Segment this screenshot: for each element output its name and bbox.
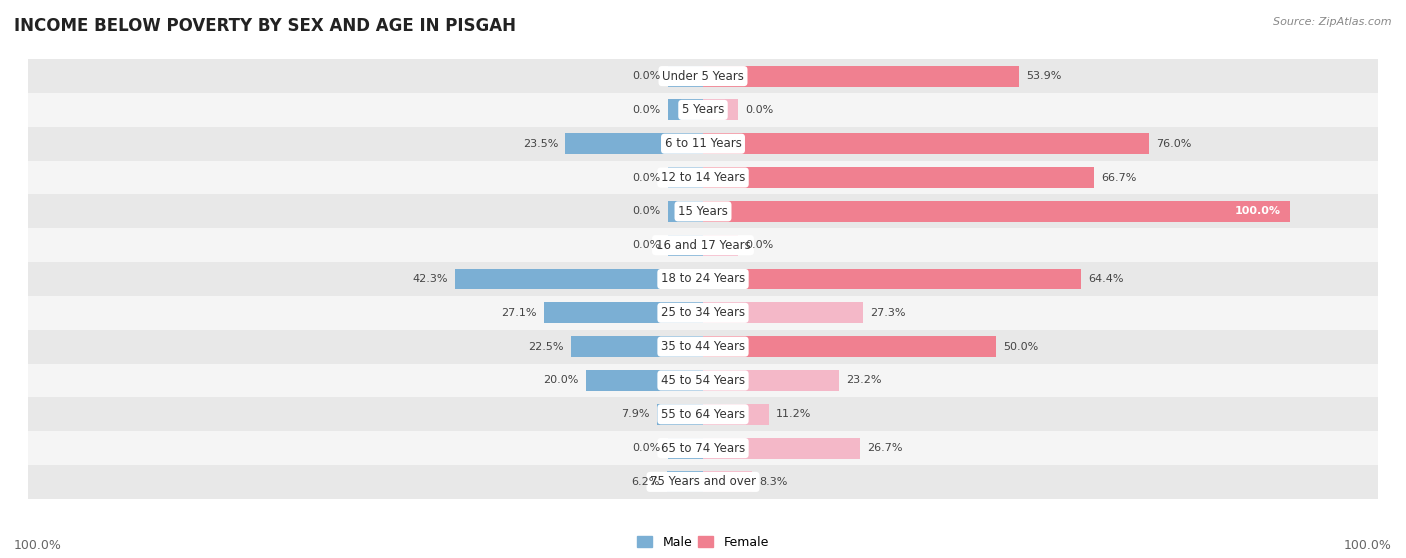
Text: Under 5 Years: Under 5 Years	[662, 70, 744, 83]
Legend: Male, Female: Male, Female	[633, 531, 773, 554]
Text: 15 Years: 15 Years	[678, 205, 728, 218]
Bar	[10, 59, 1396, 93]
Text: 23.5%: 23.5%	[523, 139, 558, 149]
Bar	[571, 336, 703, 357]
Text: 53.9%: 53.9%	[1026, 71, 1062, 81]
Bar	[703, 302, 863, 323]
Bar	[657, 404, 703, 425]
Text: 76.0%: 76.0%	[1156, 139, 1191, 149]
Text: 0.0%: 0.0%	[633, 443, 661, 453]
Bar	[586, 370, 703, 391]
Bar	[703, 404, 769, 425]
Bar	[668, 235, 703, 256]
Text: 0.0%: 0.0%	[633, 172, 661, 182]
Bar	[703, 437, 859, 459]
Text: 55 to 64 Years: 55 to 64 Years	[661, 408, 745, 421]
Text: 75 Years and over: 75 Years and over	[650, 475, 756, 488]
Text: 26.7%: 26.7%	[866, 443, 903, 453]
Text: 22.5%: 22.5%	[529, 341, 564, 352]
Text: 12 to 14 Years: 12 to 14 Years	[661, 171, 745, 184]
Text: 25 to 34 Years: 25 to 34 Years	[661, 306, 745, 319]
Bar	[10, 431, 1396, 465]
Text: INCOME BELOW POVERTY BY SEX AND AGE IN PISGAH: INCOME BELOW POVERTY BY SEX AND AGE IN P…	[14, 17, 516, 35]
Text: 50.0%: 50.0%	[1004, 341, 1039, 352]
Text: 0.0%: 0.0%	[745, 240, 773, 250]
Text: 27.1%: 27.1%	[502, 308, 537, 318]
Bar	[10, 465, 1396, 499]
Text: 20.0%: 20.0%	[543, 376, 579, 386]
Bar	[703, 167, 1094, 188]
Text: 0.0%: 0.0%	[633, 240, 661, 250]
Text: 0.0%: 0.0%	[633, 71, 661, 81]
Text: 11.2%: 11.2%	[776, 409, 811, 419]
Text: 64.4%: 64.4%	[1088, 274, 1123, 284]
Bar	[703, 133, 1149, 154]
Bar	[703, 370, 839, 391]
Text: 45 to 54 Years: 45 to 54 Years	[661, 374, 745, 387]
Bar	[666, 472, 703, 492]
Bar	[703, 99, 738, 121]
Text: 0.0%: 0.0%	[633, 105, 661, 115]
Bar	[544, 302, 703, 323]
Bar	[668, 99, 703, 121]
Bar	[10, 262, 1396, 296]
Text: 0.0%: 0.0%	[633, 206, 661, 217]
Bar	[565, 133, 703, 154]
Bar	[703, 235, 738, 256]
Text: 100.0%: 100.0%	[1344, 540, 1392, 552]
Text: 100.0%: 100.0%	[1234, 206, 1281, 217]
Bar	[10, 364, 1396, 397]
Text: 5 Years: 5 Years	[682, 103, 724, 117]
Bar	[668, 201, 703, 222]
Bar	[10, 161, 1396, 194]
Text: 7.9%: 7.9%	[621, 409, 650, 419]
Bar	[668, 167, 703, 188]
Text: 66.7%: 66.7%	[1101, 172, 1137, 182]
Text: 8.3%: 8.3%	[759, 477, 787, 487]
Bar	[10, 127, 1396, 161]
Bar	[703, 268, 1081, 290]
Bar	[10, 93, 1396, 127]
Text: 0.0%: 0.0%	[745, 105, 773, 115]
Bar	[10, 228, 1396, 262]
Bar	[668, 437, 703, 459]
Text: 6 to 11 Years: 6 to 11 Years	[665, 137, 741, 150]
Text: 42.3%: 42.3%	[412, 274, 447, 284]
Bar	[703, 66, 1019, 86]
Text: Source: ZipAtlas.com: Source: ZipAtlas.com	[1274, 17, 1392, 27]
Text: 18 to 24 Years: 18 to 24 Years	[661, 272, 745, 286]
Bar	[10, 330, 1396, 364]
Text: 6.2%: 6.2%	[631, 477, 659, 487]
Bar	[454, 268, 703, 290]
Bar	[668, 66, 703, 86]
Text: 35 to 44 Years: 35 to 44 Years	[661, 340, 745, 353]
Bar	[703, 472, 752, 492]
Bar	[703, 201, 1289, 222]
Text: 27.3%: 27.3%	[870, 308, 905, 318]
Bar	[10, 397, 1396, 431]
Bar	[703, 336, 997, 357]
Bar	[10, 296, 1396, 330]
Text: 100.0%: 100.0%	[14, 540, 62, 552]
Bar	[10, 194, 1396, 228]
Text: 23.2%: 23.2%	[846, 376, 882, 386]
Text: 65 to 74 Years: 65 to 74 Years	[661, 441, 745, 455]
Text: 16 and 17 Years: 16 and 17 Years	[655, 239, 751, 252]
